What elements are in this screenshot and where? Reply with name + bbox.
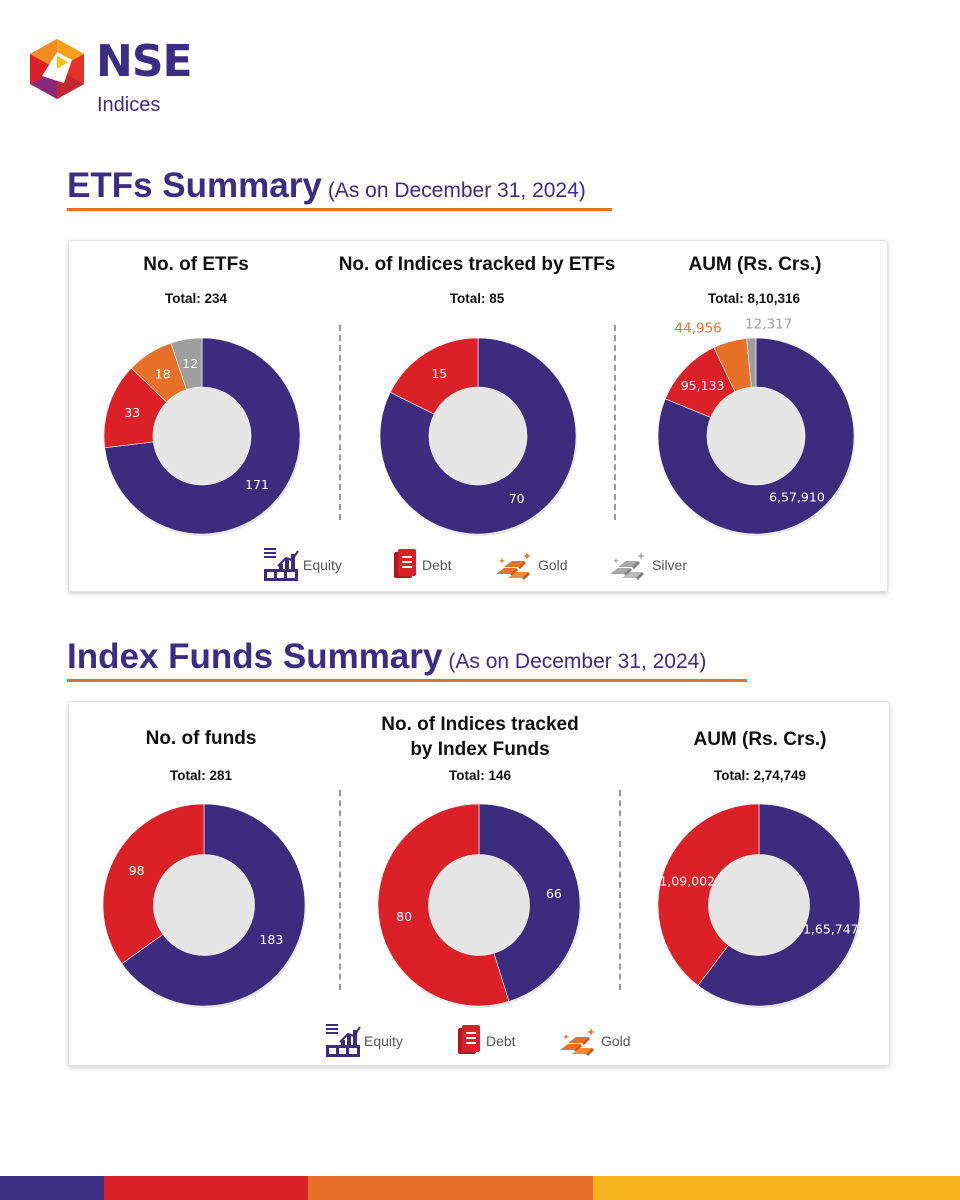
slice-label-silver: 12 [182, 356, 198, 371]
slice-equity [657, 337, 855, 535]
fund-aum-total: Total: 2,74,749 [713, 768, 807, 783]
gold-bars-icon [560, 1028, 595, 1056]
fund-indices-total: Total: 146 [448, 768, 511, 783]
divider [619, 790, 621, 990]
etf-title: ETFs Summary [67, 166, 322, 205]
etf-indices-donut: 70 15 [379, 337, 577, 536]
footer-strip-purple [0, 1176, 104, 1200]
etf-asof: (As on December 31, 2024) [327, 179, 586, 202]
slice-debt [657, 803, 760, 986]
brand-sub: Indices [97, 94, 161, 116]
footer-strip-red [104, 1176, 308, 1200]
slice-label-equity: 66 [546, 886, 562, 901]
debt-document-icon [458, 1025, 480, 1054]
slice-label-gold: 44,956 [675, 321, 722, 337]
footer-strip-orange [308, 1176, 593, 1200]
fund-count-donut: 183 98 [102, 803, 306, 1008]
divider [614, 325, 616, 520]
legend-gold-label: Gold [538, 557, 568, 573]
equity-chart-icon [326, 1024, 361, 1057]
etf-count-total: Total: 234 [164, 291, 227, 306]
slice-silver [170, 337, 203, 390]
slice-equity [697, 803, 861, 1007]
slice-label-debt: 33 [124, 405, 140, 420]
index-title-underline [67, 679, 747, 682]
legend-debt-label: Debt [486, 1033, 516, 1049]
slice-label-debt: 95,133 [681, 378, 725, 393]
legend-equity-label: Equity [364, 1033, 403, 1049]
divider [339, 790, 341, 990]
fund-aum-donut: 1,65,747 1,09,002 [657, 803, 861, 1008]
fund-count-title: No. of funds [145, 728, 257, 749]
legend-silver-label: Silver [652, 557, 688, 573]
slice-label-debt: 80 [396, 909, 412, 924]
legend-debt-label: Debt [422, 557, 452, 573]
fund-indices-title-line1: No. of Indices tracked [381, 714, 579, 735]
slice-debt [377, 803, 510, 1007]
legend-equity-label: Equity [303, 557, 342, 573]
index-section-title: Index Funds Summary (As on December 31, 2… [67, 637, 706, 677]
etf-aum-total: Total: 8,10,316 [707, 291, 801, 306]
legend-gold-label: Gold [601, 1033, 631, 1049]
nse-indices-logo: NSE Indices [26, 36, 226, 122]
etf-title-underline [67, 208, 612, 211]
etf-count-title: No. of ETFs [143, 254, 249, 275]
slice-equity [478, 803, 581, 1002]
fund-count-total: Total: 281 [169, 768, 232, 783]
slice-silver [746, 337, 757, 388]
index-title: Index Funds Summary [67, 637, 443, 676]
etf-count-donut: 171 33 18 12 [103, 337, 301, 536]
slice-equity [121, 803, 306, 1007]
slice-label-debt: 1,09,002 [659, 873, 715, 888]
slice-label-equity: 6,57,910 [769, 490, 825, 505]
fund-aum-title: AUM (Rs. Crs.) [693, 729, 827, 750]
equity-chart-icon [264, 548, 299, 581]
slice-label-equity: 171 [245, 477, 269, 492]
silver-bars-icon [610, 552, 645, 580]
fund-indices-donut: 66 80 [377, 803, 581, 1008]
slice-debt [389, 337, 479, 415]
etf-section-title: ETFs Summary (As on December 31, 2024) [67, 166, 586, 206]
slice-label-debt: 98 [129, 863, 145, 878]
slice-equity [379, 337, 577, 535]
slice-label-gold: 18 [155, 366, 171, 381]
etf-aum-title: AUM (Rs. Crs.) [688, 254, 822, 275]
etf-indices-title: No. of Indices tracked by ETFs [338, 254, 616, 275]
fund-indices-title-line2: by Index Funds [410, 739, 550, 760]
etf-legend: Equity Debt Gold Silver [262, 548, 722, 582]
slice-label-equity: 183 [259, 932, 283, 947]
divider [339, 325, 341, 520]
footer-strip-yellow [593, 1176, 960, 1200]
slice-debt [102, 803, 205, 965]
brand-name: NSE [96, 36, 193, 87]
slice-label-equity: 70 [509, 491, 525, 506]
slice-equity [104, 337, 301, 535]
slice-label-debt: 15 [431, 366, 447, 381]
slice-label-equity: 1,65,747 [803, 922, 859, 937]
fund-indices-title: No. of Indices tracked by Index Funds [340, 712, 620, 762]
etf-indices-total: Total: 85 [449, 291, 505, 306]
slice-label-silver: 12,317 [745, 317, 792, 333]
index-legend: Equity Debt Gold [324, 1024, 664, 1058]
etf-aum-donut: 6,57,910 95,133 44,956 12,317 [657, 317, 855, 536]
debt-document-icon [394, 549, 416, 578]
gold-bars-icon [496, 552, 531, 580]
index-asof: (As on December 31, 2024) [448, 650, 707, 673]
nse-logo-icon [30, 39, 84, 99]
